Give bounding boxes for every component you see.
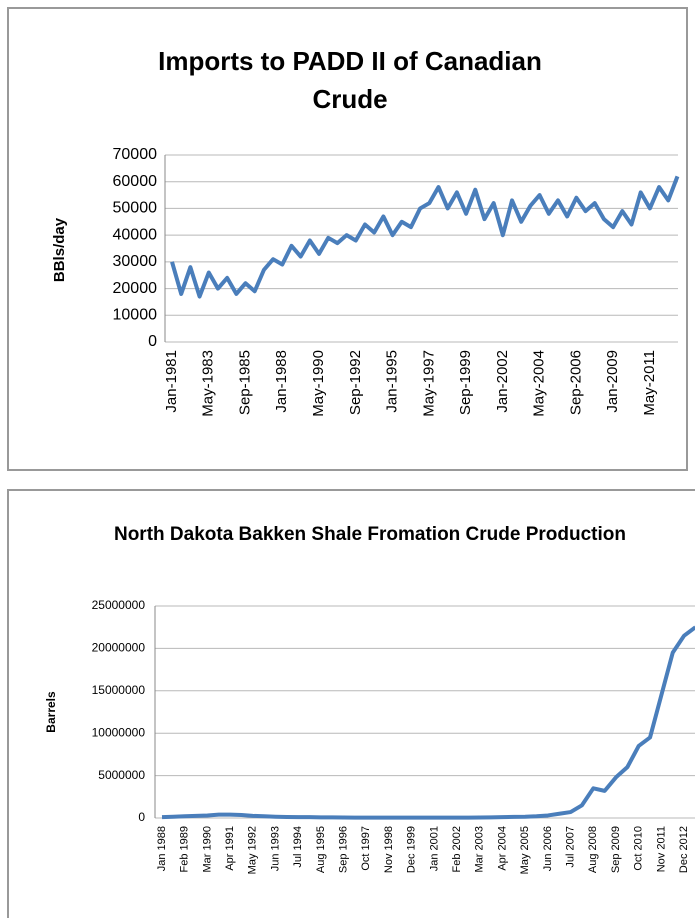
- y-axis-label: BBls/day: [51, 217, 68, 282]
- chart-frame: [7, 7, 688, 471]
- x-tick-label: Sep-1985: [236, 350, 253, 415]
- x-tick-label: Jan-2002: [494, 350, 511, 413]
- y-tick-label: 10000000: [92, 725, 146, 739]
- chart-title: Imports to PADD II of Canadian Crude: [158, 46, 542, 114]
- y-tick-label: 15000000: [92, 683, 146, 697]
- x-tick-label: Jan-2009: [604, 350, 621, 413]
- x-tick-label: Sep 1996: [338, 826, 350, 873]
- x-tick-label: Aug 1995: [315, 826, 327, 873]
- x-tick-label: May 2005: [519, 826, 531, 874]
- y-tick-label: 60000: [113, 173, 158, 190]
- x-tick-label: May-1990: [310, 350, 327, 417]
- x-tick-label: Feb 2002: [451, 826, 463, 872]
- y-tick-label: 20000: [113, 280, 158, 297]
- x-tick-label: Jun 2006: [542, 826, 554, 871]
- x-tick-label: Nov 1998: [383, 826, 395, 873]
- y-tick-label: 70000: [113, 146, 158, 163]
- x-tick-label: May-1983: [200, 350, 217, 417]
- chart-frame: [7, 489, 695, 918]
- x-tick-label: Jul 2007: [565, 826, 577, 868]
- x-tick-label: Dec 2012: [678, 826, 690, 873]
- x-tick-label: Jan-1981: [163, 350, 180, 413]
- x-tick-label: Oct 1997: [360, 826, 372, 871]
- x-tick-label: Jan 1988: [156, 826, 168, 871]
- x-tick-label: May-1997: [420, 350, 437, 417]
- x-tick-label: May-2011: [641, 350, 658, 416]
- x-tick-label: Mar 2003: [474, 826, 486, 872]
- x-tick-label: Oct 2010: [633, 826, 645, 871]
- x-tick-label: Feb 1989: [179, 826, 191, 872]
- x-tick-label: Nov 2011: [655, 826, 667, 872]
- x-tick-label: Jan 2001: [428, 826, 440, 871]
- chart-title: North Dakota Bakken Shale Fromation Crud…: [113, 524, 627, 545]
- x-tick-label: Aug 2008: [587, 826, 599, 873]
- y-tick-label: 0: [138, 810, 145, 824]
- y-tick-label: 50000: [113, 200, 158, 217]
- x-tick-label: Jul 1994: [292, 826, 304, 868]
- x-tick-label: Jan-1988: [273, 350, 290, 413]
- y-tick-label: 0: [148, 333, 157, 350]
- x-tick-label: Sep-1999: [457, 350, 474, 415]
- y-tick-label: 10000: [113, 307, 158, 324]
- x-tick-label: May-2004: [531, 350, 548, 417]
- x-tick-label: May 1992: [247, 826, 259, 874]
- data-line: [161, 625, 695, 820]
- y-tick-label: 5000000: [98, 768, 145, 782]
- x-tick-label: Apr 1991: [224, 826, 236, 871]
- y-tick-label: 30000: [113, 253, 158, 270]
- x-tick-label: Apr 2004: [496, 826, 508, 871]
- x-tick-label: Sep-2006: [567, 350, 584, 415]
- y-axis-label: Barrels: [44, 691, 58, 733]
- y-tick-label: 20000000: [92, 641, 146, 655]
- data-line: [170, 175, 680, 299]
- y-tick-label: 25000000: [92, 598, 146, 612]
- x-tick-label: Jun 1993: [269, 826, 281, 871]
- x-tick-label: Sep-1992: [347, 350, 364, 415]
- x-tick-label: Sep 2009: [610, 826, 622, 873]
- x-tick-label: Jan-1995: [384, 350, 401, 413]
- x-tick-label: Dec 1999: [406, 826, 418, 873]
- y-tick-label: 40000: [113, 226, 158, 243]
- x-tick-label: Mar 1990: [201, 826, 213, 872]
